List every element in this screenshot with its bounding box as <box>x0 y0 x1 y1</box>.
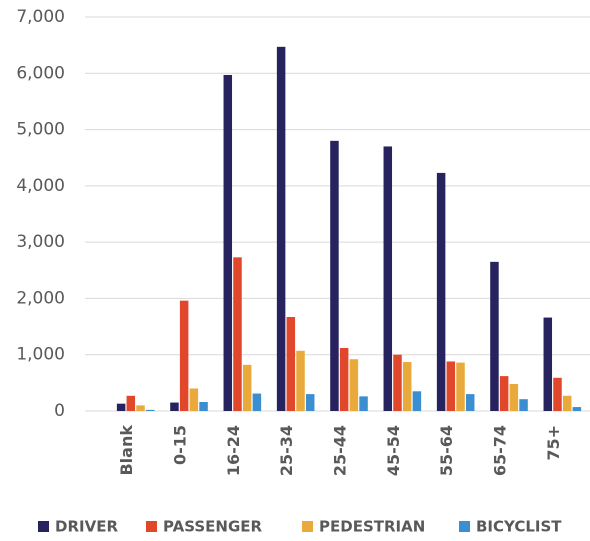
x-tick-label: 45-54 <box>384 425 403 476</box>
bar <box>402 362 412 411</box>
legend-swatch <box>38 521 49 532</box>
bar <box>199 401 208 411</box>
bar <box>189 388 199 411</box>
legend-swatch <box>459 521 470 532</box>
bar <box>509 383 519 411</box>
bar <box>465 394 475 411</box>
y-tick-label: 4,000 <box>16 176 65 196</box>
bar <box>286 317 296 411</box>
bar <box>436 172 446 411</box>
bar <box>126 395 136 411</box>
bar <box>412 391 422 411</box>
bar <box>242 364 252 411</box>
bar <box>446 361 456 411</box>
legend-swatch <box>146 521 157 532</box>
y-tick-label: 6,000 <box>16 63 65 83</box>
bar <box>252 393 262 411</box>
bar <box>499 376 509 411</box>
y-tick-label: 0 <box>54 401 65 421</box>
bar <box>543 317 553 411</box>
bar <box>330 140 339 412</box>
legend-swatch <box>302 521 313 532</box>
bar <box>305 394 315 411</box>
bar <box>349 359 359 411</box>
x-tick-label: 65-74 <box>491 425 510 476</box>
bar <box>519 399 528 411</box>
y-tick-label: 7,000 <box>16 7 65 27</box>
bar <box>296 350 305 411</box>
bar <box>456 362 465 411</box>
y-tick-label: 1,000 <box>16 345 65 365</box>
legend-label: BICYCLIST <box>476 518 562 536</box>
bar <box>136 405 145 411</box>
bar <box>179 300 189 411</box>
bar <box>359 396 368 411</box>
bar <box>562 395 572 411</box>
legend-label: PASSENGER <box>163 518 263 536</box>
bar <box>383 146 393 411</box>
bar <box>223 74 233 411</box>
legend-label: DRIVER <box>55 518 118 536</box>
y-tick-label: 3,000 <box>16 232 65 252</box>
x-tick-label: 25-44 <box>331 425 350 476</box>
bar <box>490 261 499 411</box>
bar <box>572 407 582 411</box>
y-tick-label: 5,000 <box>16 120 65 140</box>
bar <box>276 46 286 412</box>
bar <box>170 402 179 411</box>
bar <box>116 403 126 411</box>
y-tick-label: 2,000 <box>16 288 65 308</box>
bar <box>393 354 402 411</box>
bar <box>233 257 242 411</box>
x-tick-label: 25-34 <box>277 425 296 476</box>
bar <box>553 377 562 411</box>
x-tick-label: 0-15 <box>171 425 190 465</box>
x-tick-label: 75+ <box>544 425 563 461</box>
legend-label: PEDESTRIAN <box>319 518 425 536</box>
x-tick-label: 55-64 <box>437 425 456 476</box>
bar <box>145 409 155 411</box>
bar <box>339 347 349 411</box>
x-tick-label: 16-24 <box>224 425 243 476</box>
x-tick-label: Blank <box>117 425 136 476</box>
